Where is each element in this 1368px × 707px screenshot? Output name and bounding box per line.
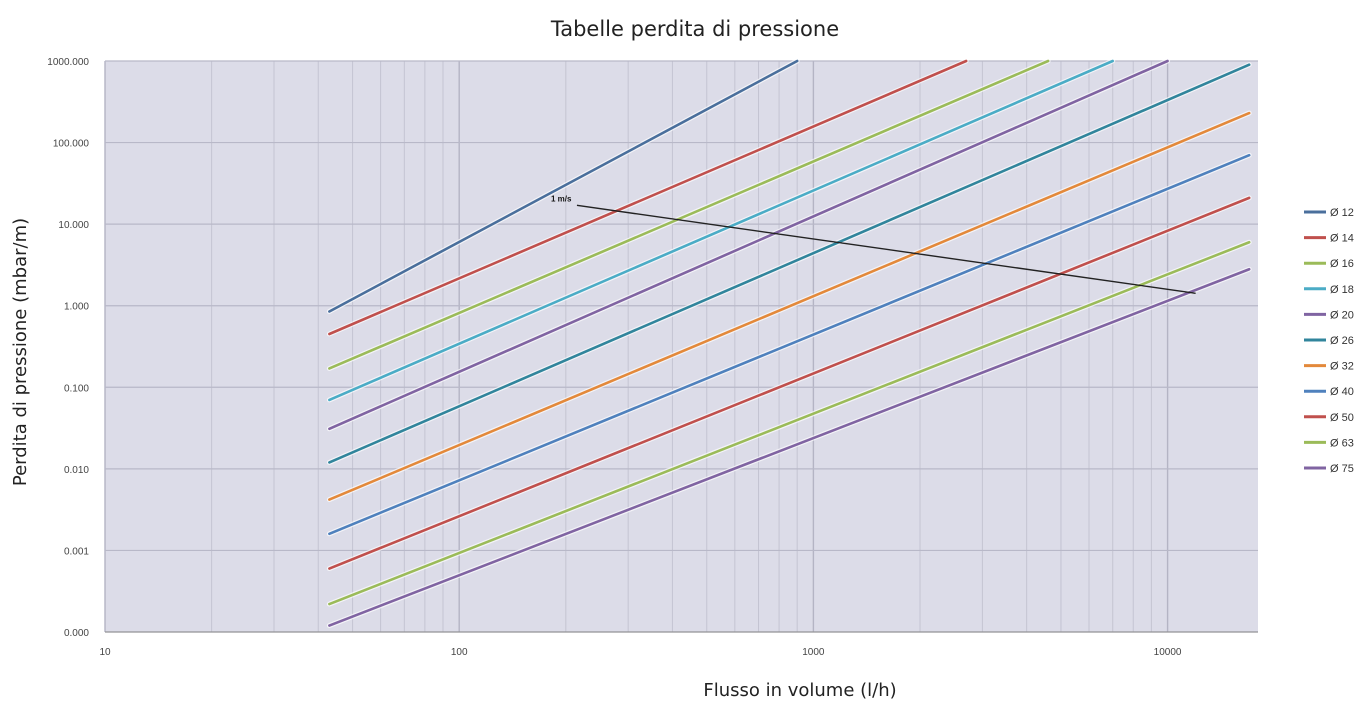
legend-label: Ø 12	[1330, 207, 1354, 219]
velocity-line	[576, 204, 1196, 294]
legend: Ø 12 Ø 14 Ø 16 Ø 18 Ø 20 Ø 26 Ø 32 Ø 40 Ø 50 Ø 63…	[1304, 207, 1354, 475]
legend-label: Ø 20	[1330, 309, 1354, 321]
legend-label: Ø 32	[1330, 361, 1354, 373]
series-line	[328, 153, 1251, 536]
y-tick-label: 0.100	[64, 383, 89, 394]
legend-label: Ø 63	[1330, 437, 1354, 449]
legend-label: Ø 14	[1330, 233, 1354, 245]
legend-label: Ø 75	[1330, 463, 1354, 475]
series-line	[328, 63, 1251, 464]
x-axis-title: Flusso in volume (l/h)	[703, 680, 896, 701]
legend-label: Ø 26	[1330, 335, 1354, 347]
legend-label: Ø 16	[1330, 258, 1354, 270]
series-line	[328, 240, 1251, 606]
x-tick-label: 10	[99, 647, 111, 658]
series-line	[328, 267, 1251, 627]
y-tick-label: 100.000	[53, 139, 90, 150]
legend-label: Ø 50	[1330, 412, 1354, 424]
legend-label: Ø 40	[1330, 386, 1354, 398]
series-line	[328, 59, 1115, 402]
y-tick-label: 1.000	[64, 302, 89, 313]
series-line	[328, 59, 1169, 431]
plot-area	[105, 61, 1258, 632]
y-tick-label: 0.010	[64, 465, 89, 476]
series-line	[328, 59, 799, 313]
y-axis-title: Perdita di pressione (mbar/m)	[10, 218, 31, 486]
series-line	[328, 196, 1251, 570]
series-lines	[326, 58, 1252, 629]
x-tick-label: 1000	[802, 647, 825, 658]
series-line	[328, 59, 968, 336]
series-line	[328, 111, 1251, 501]
series-line	[328, 59, 1050, 370]
chart-title: Tabelle perdita di pressione	[550, 17, 839, 41]
y-tick-label: 0.001	[64, 546, 89, 557]
y-axis-ticks: 0.000 0.001 0.010 0.100 1.000 10.000 100.000 10…	[47, 57, 89, 639]
legend-label: Ø 18	[1330, 284, 1354, 296]
x-tick-label: 10000	[1154, 647, 1182, 658]
y-tick-label: 10.000	[58, 220, 89, 231]
velocity-label: 1 m/s	[551, 194, 572, 203]
x-tick-label: 100	[451, 647, 468, 658]
y-tick-label: 1000.000	[47, 57, 89, 68]
velocity-annotation: 1 m/s	[551, 194, 1196, 294]
grid-lines	[104, 60, 1258, 633]
x-axis-ticks: 10 100 1000 10000	[99, 647, 1181, 658]
y-tick-label: 0.000	[64, 628, 89, 639]
